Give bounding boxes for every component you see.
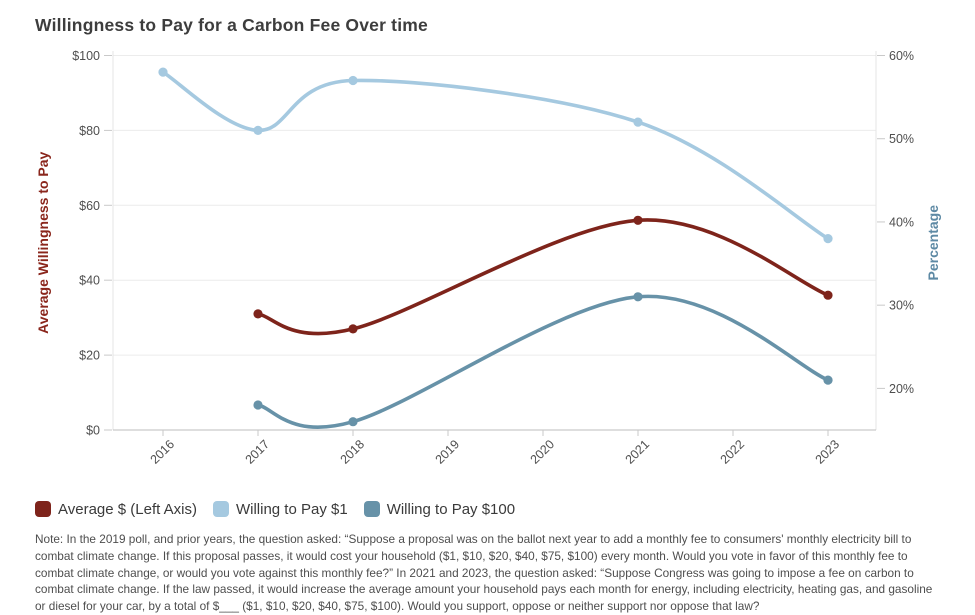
page-title: Willingness to Pay for a Carbon Fee Over… — [35, 15, 428, 35]
chart-legend: Average $ (Left Axis) Willing to Pay $1 Wi… — [0, 500, 975, 518]
chart-point[interactable] — [823, 290, 833, 300]
chart-line — [256, 294, 830, 429]
legend-label: Willing to Pay $1 — [235, 500, 348, 518]
x-tick-label: 2021 — [623, 437, 653, 467]
chart-point[interactable] — [633, 117, 643, 127]
legend-item[interactable]: Willing to Pay $100 — [363, 500, 516, 518]
chart-point[interactable] — [253, 400, 263, 410]
chart-point[interactable] — [823, 234, 833, 244]
x-tick-label: 2018 — [338, 437, 368, 467]
chart-point[interactable] — [633, 292, 643, 302]
chart-line — [256, 218, 830, 336]
legend-swatch-icon — [35, 501, 51, 517]
right-tick-label: 20% — [889, 382, 914, 396]
chart-point[interactable] — [823, 375, 833, 385]
x-tick-label: 2019 — [433, 437, 463, 467]
left-tick-label: $100 — [72, 49, 100, 63]
right-tick-label: 60% — [889, 49, 914, 63]
x-tick-label: 2017 — [243, 437, 273, 467]
legend-item[interactable]: Average $ (Left Axis) — [35, 501, 197, 518]
x-tick-label: 2020 — [528, 437, 558, 467]
x-tick-label: 2022 — [718, 437, 748, 467]
chart: $0 $20 $40 $60 $80 $100 20% 30% 40% 50% 60% 2016 201… — [0, 37, 975, 487]
legend-label: Average $ (Left Axis) — [58, 500, 197, 518]
left-tick-label: $40 — [79, 274, 100, 288]
x-tick-label: 2023 — [813, 437, 843, 467]
chart-point[interactable] — [158, 67, 168, 77]
chart-point[interactable] — [253, 309, 263, 319]
chart-line — [161, 70, 830, 241]
right-tick-label: 50% — [889, 132, 914, 146]
footnote: Note: In the 2019 poll, and prior years,… — [35, 532, 933, 613]
left-tick-label: $20 — [79, 349, 100, 363]
chart-point[interactable] — [348, 417, 358, 427]
left-tick-label: $80 — [79, 124, 100, 138]
left-tick-label: $60 — [79, 199, 100, 213]
left-axis-title: Average Willingness to Pay — [35, 151, 51, 333]
x-tick-label: 2016 — [148, 437, 178, 467]
legend-item[interactable]: Willing to Pay $1 — [212, 500, 348, 518]
chart-point[interactable] — [348, 75, 358, 86]
chart-canvas: $0 $20 $40 $60 $80 $100 20% 30% 40% 50% 60% 2016 201… — [35, 49, 941, 467]
right-tick-label: 40% — [889, 215, 914, 229]
right-tick-label: 30% — [889, 299, 914, 313]
legend-swatch-icon — [363, 501, 380, 517]
legend-label: Willing to Pay $100 — [386, 500, 516, 518]
left-tick-label: $0 — [86, 424, 100, 438]
chart-point[interactable] — [633, 215, 643, 225]
legend-swatch-icon — [212, 501, 229, 517]
right-axis-title: Percentage — [925, 205, 941, 281]
chart-point[interactable] — [253, 125, 263, 135]
chart-point[interactable] — [348, 324, 358, 334]
